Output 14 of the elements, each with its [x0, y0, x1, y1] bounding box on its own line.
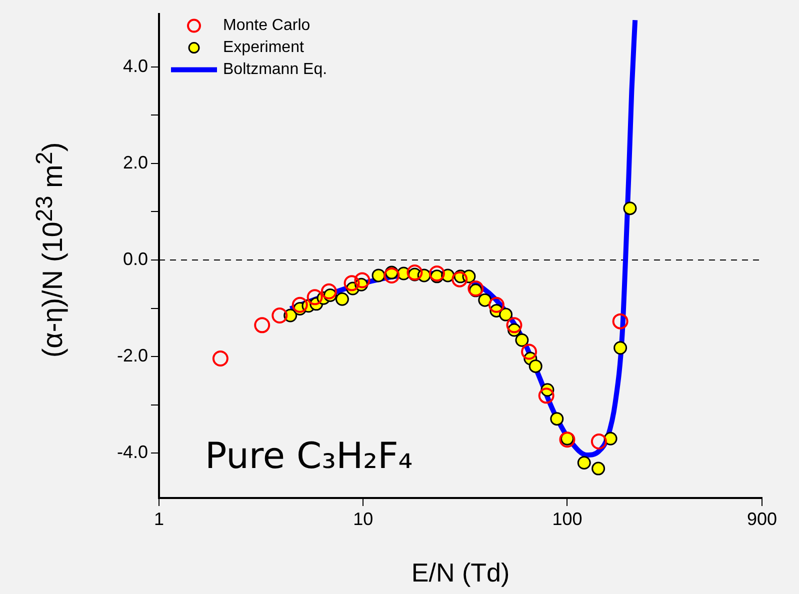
x-tick-label: 100	[552, 508, 582, 529]
y-tick-label: 0.0	[122, 248, 148, 269]
legend-label: Monte Carlo	[223, 17, 310, 34]
legend-label: Experiment	[223, 39, 304, 56]
annotation: Pure C₃H₂F₄	[205, 436, 413, 477]
y-tick-label: 2.0	[122, 152, 148, 172]
legend-label: Boltzmann Eq.	[223, 61, 328, 78]
x-tick-label: 900	[746, 508, 778, 529]
x-tick-label: 10	[353, 508, 374, 529]
x-axis-title: E/N (Td)	[411, 558, 510, 588]
y-tick-label: 4.0	[122, 56, 148, 76]
y-tick-label: -4.0	[116, 442, 148, 462]
y-tick-label: -2.0	[116, 346, 148, 366]
x-tick-label: 1	[154, 508, 164, 529]
